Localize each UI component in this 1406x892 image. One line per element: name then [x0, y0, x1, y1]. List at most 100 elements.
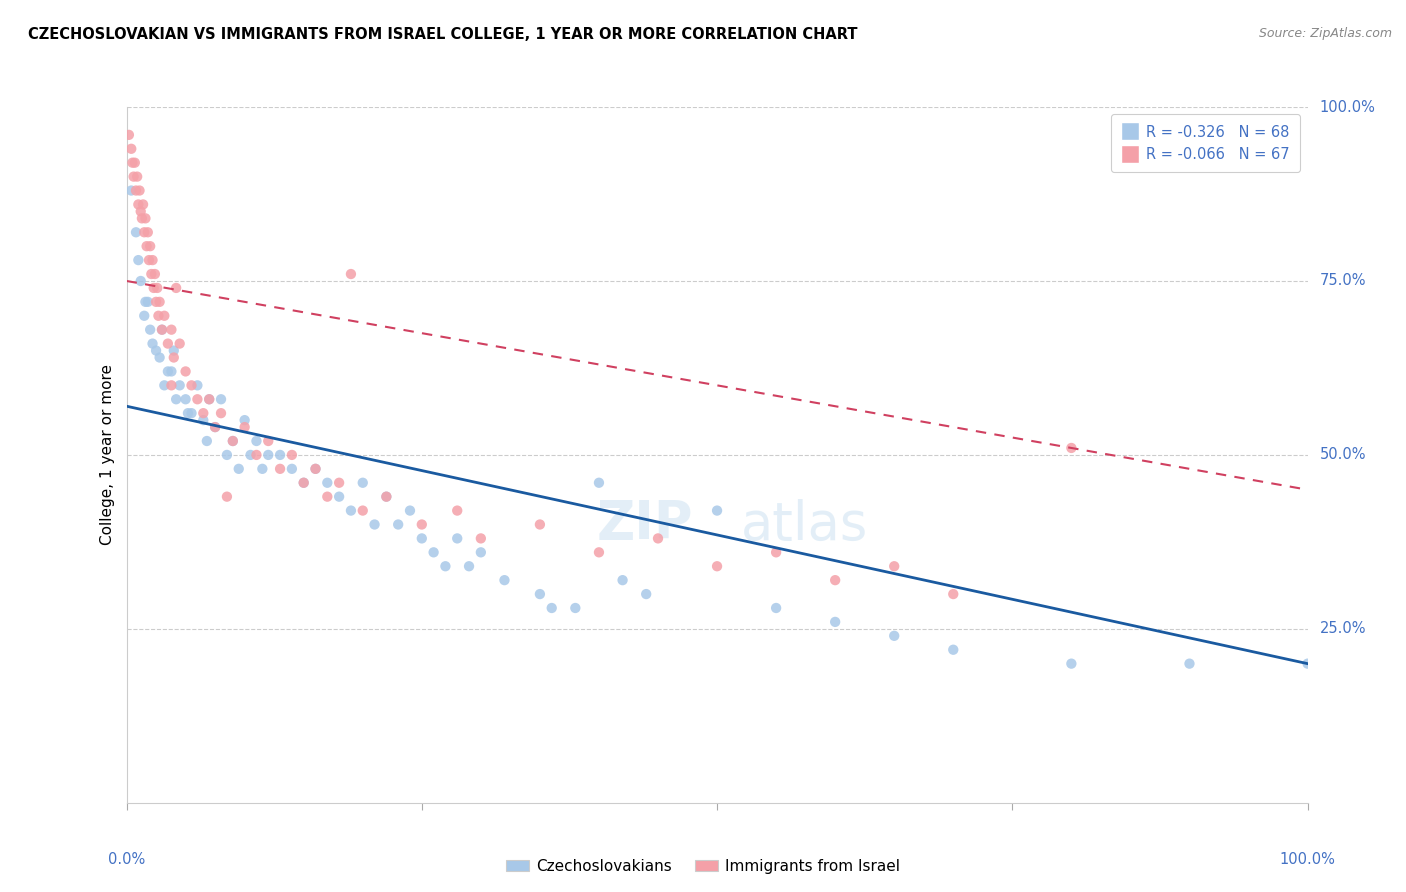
Point: [706, 503, 728, 517]
Point: [127, 169, 149, 184]
Point: [209, 406, 232, 420]
Point: [340, 503, 363, 517]
Point: [195, 434, 218, 448]
Point: [529, 517, 551, 532]
Point: [156, 364, 179, 378]
Point: [193, 413, 215, 427]
Point: [222, 434, 245, 448]
Point: [121, 155, 143, 169]
Point: [588, 545, 610, 559]
Point: [883, 559, 905, 574]
Point: [135, 239, 157, 253]
Point: [141, 253, 163, 268]
Point: [564, 601, 586, 615]
Point: [174, 392, 197, 407]
Point: [411, 517, 433, 532]
Point: [127, 197, 149, 211]
Point: [145, 343, 167, 358]
Point: [352, 475, 374, 490]
Point: [120, 142, 142, 156]
Point: [352, 503, 374, 517]
Y-axis label: College, 1 year or more: College, 1 year or more: [100, 365, 115, 545]
Point: [127, 253, 149, 268]
Point: [163, 351, 186, 365]
Text: CZECHOSLOVAKIAN VS IMMIGRANTS FROM ISRAEL COLLEGE, 1 YEAR OR MORE CORRELATION CH: CZECHOSLOVAKIAN VS IMMIGRANTS FROM ISRAE…: [28, 27, 858, 42]
Point: [169, 336, 191, 351]
Point: [245, 434, 267, 448]
Point: [153, 309, 176, 323]
Point: [131, 211, 153, 226]
Point: [1060, 441, 1083, 455]
Point: [204, 420, 226, 434]
Point: [134, 225, 156, 239]
Point: [148, 309, 170, 323]
Point: [824, 573, 846, 587]
Point: [143, 267, 166, 281]
Point: [458, 559, 481, 574]
Point: [129, 274, 152, 288]
Point: [540, 601, 562, 615]
Point: [1296, 657, 1319, 671]
Point: [165, 392, 187, 407]
Point: [328, 475, 350, 490]
Legend: Czechoslovakians, Immigrants from Israel: Czechoslovakians, Immigrants from Israel: [499, 853, 907, 880]
Point: [883, 629, 905, 643]
Point: [765, 601, 787, 615]
Point: [160, 323, 183, 337]
Point: [304, 462, 326, 476]
Point: [134, 294, 156, 309]
Point: [174, 364, 197, 378]
Point: [180, 378, 202, 392]
Text: Source: ZipAtlas.com: Source: ZipAtlas.com: [1258, 27, 1392, 40]
Point: [1178, 657, 1201, 671]
Point: [150, 323, 173, 337]
Point: [129, 204, 152, 219]
Point: [165, 281, 187, 295]
Point: [636, 587, 658, 601]
Point: [375, 490, 398, 504]
Point: [228, 462, 250, 476]
Point: [281, 462, 304, 476]
Point: [118, 128, 141, 142]
Text: 100.0%: 100.0%: [1319, 100, 1375, 114]
Text: 25.0%: 25.0%: [1319, 622, 1365, 636]
Point: [142, 281, 165, 295]
Point: [1060, 657, 1083, 671]
Point: [122, 169, 145, 184]
Point: [269, 448, 291, 462]
Point: [269, 462, 291, 476]
Point: [340, 267, 363, 281]
Point: [304, 462, 326, 476]
Point: [186, 392, 208, 407]
Text: 0.0%: 0.0%: [108, 852, 145, 866]
Point: [153, 378, 176, 392]
Point: [139, 323, 162, 337]
Point: [145, 294, 167, 309]
Point: [706, 559, 728, 574]
Point: [470, 545, 492, 559]
Point: [529, 587, 551, 601]
Point: [765, 545, 787, 559]
Point: [233, 413, 256, 427]
Point: [193, 406, 215, 420]
Point: [156, 336, 179, 351]
Point: [222, 434, 245, 448]
Point: [125, 184, 148, 198]
Point: [180, 406, 202, 420]
Point: [186, 378, 208, 392]
Point: [125, 225, 148, 239]
Point: [252, 462, 274, 476]
Point: [494, 573, 516, 587]
Point: [257, 434, 280, 448]
Point: [163, 343, 186, 358]
Point: [292, 475, 315, 490]
Point: [204, 420, 226, 434]
Point: [146, 281, 169, 295]
Point: [149, 351, 172, 365]
Point: [588, 475, 610, 490]
Text: ZIP: ZIP: [598, 499, 693, 550]
Point: [446, 503, 468, 517]
Point: [160, 378, 183, 392]
Point: [824, 615, 846, 629]
Point: [134, 211, 156, 226]
